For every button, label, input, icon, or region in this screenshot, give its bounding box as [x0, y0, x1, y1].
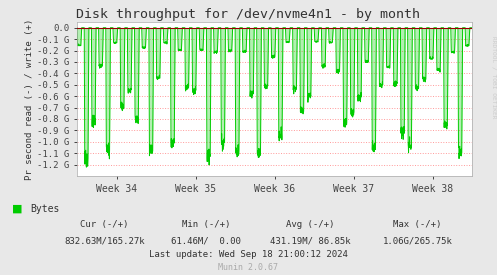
- Text: Munin 2.0.67: Munin 2.0.67: [219, 263, 278, 271]
- Text: Bytes: Bytes: [30, 204, 59, 214]
- Text: 1.06G/265.75k: 1.06G/265.75k: [383, 236, 452, 245]
- Text: Cur (-/+): Cur (-/+): [80, 220, 129, 229]
- Y-axis label: Pr second read (-) / write (+): Pr second read (-) / write (+): [25, 18, 34, 180]
- Text: RRDTOOL / TOBI OETIKER: RRDTOOL / TOBI OETIKER: [491, 36, 496, 118]
- Text: Max (-/+): Max (-/+): [393, 220, 442, 229]
- Text: Min (-/+): Min (-/+): [182, 220, 231, 229]
- Text: 431.19M/ 86.85k: 431.19M/ 86.85k: [270, 236, 351, 245]
- Text: ■: ■: [12, 204, 23, 214]
- Text: Last update: Wed Sep 18 21:00:12 2024: Last update: Wed Sep 18 21:00:12 2024: [149, 250, 348, 259]
- Text: Avg (-/+): Avg (-/+): [286, 220, 335, 229]
- Text: 61.46M/  0.00: 61.46M/ 0.00: [171, 236, 241, 245]
- Text: Disk throughput for /dev/nvme4n1 - by month: Disk throughput for /dev/nvme4n1 - by mo…: [77, 8, 420, 21]
- Text: 832.63M/165.27k: 832.63M/165.27k: [64, 236, 145, 245]
